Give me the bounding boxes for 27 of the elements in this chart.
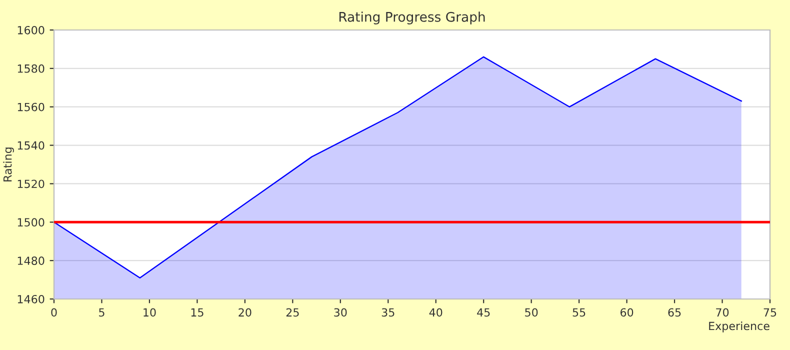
y-tick-label: 1580 (18, 64, 44, 73)
x-tick-label: 75 (764, 308, 776, 317)
x-tick-label: 0 (51, 308, 57, 317)
x-axis-title: Experience (709, 322, 770, 332)
y-tick-label: 1600 (18, 26, 44, 34)
x-tick-label: 65 (668, 308, 681, 317)
y-tick-label: 1460 (18, 294, 44, 304)
chart-title: Rating Progress Graph (339, 12, 485, 24)
x-tick-label: 55 (572, 308, 586, 317)
x-tick-label: 25 (286, 308, 299, 317)
x-tick-label: 40 (429, 308, 442, 317)
x-tick-label: 30 (334, 308, 347, 317)
y-tick-label: 1540 (18, 141, 44, 150)
y-axis-title: Rating (3, 148, 14, 182)
x-tick-label: 15 (191, 308, 204, 317)
x-tick-label: 60 (620, 308, 634, 317)
x-tick-label: 20 (238, 308, 252, 317)
y-tick-label: 1500 (18, 218, 44, 227)
x-tick-label: 45 (477, 308, 490, 317)
x-tick-label: 70 (716, 308, 729, 317)
y-tick-label: 1480 (18, 256, 44, 265)
y-tick-label: 1560 (18, 102, 44, 112)
x-tick-label: 35 (382, 308, 394, 317)
y-tick-label: 1520 (18, 180, 44, 188)
x-tick-label: 5 (99, 308, 104, 317)
x-tick-label: 10 (144, 308, 156, 317)
x-tick-label: 50 (525, 308, 538, 317)
